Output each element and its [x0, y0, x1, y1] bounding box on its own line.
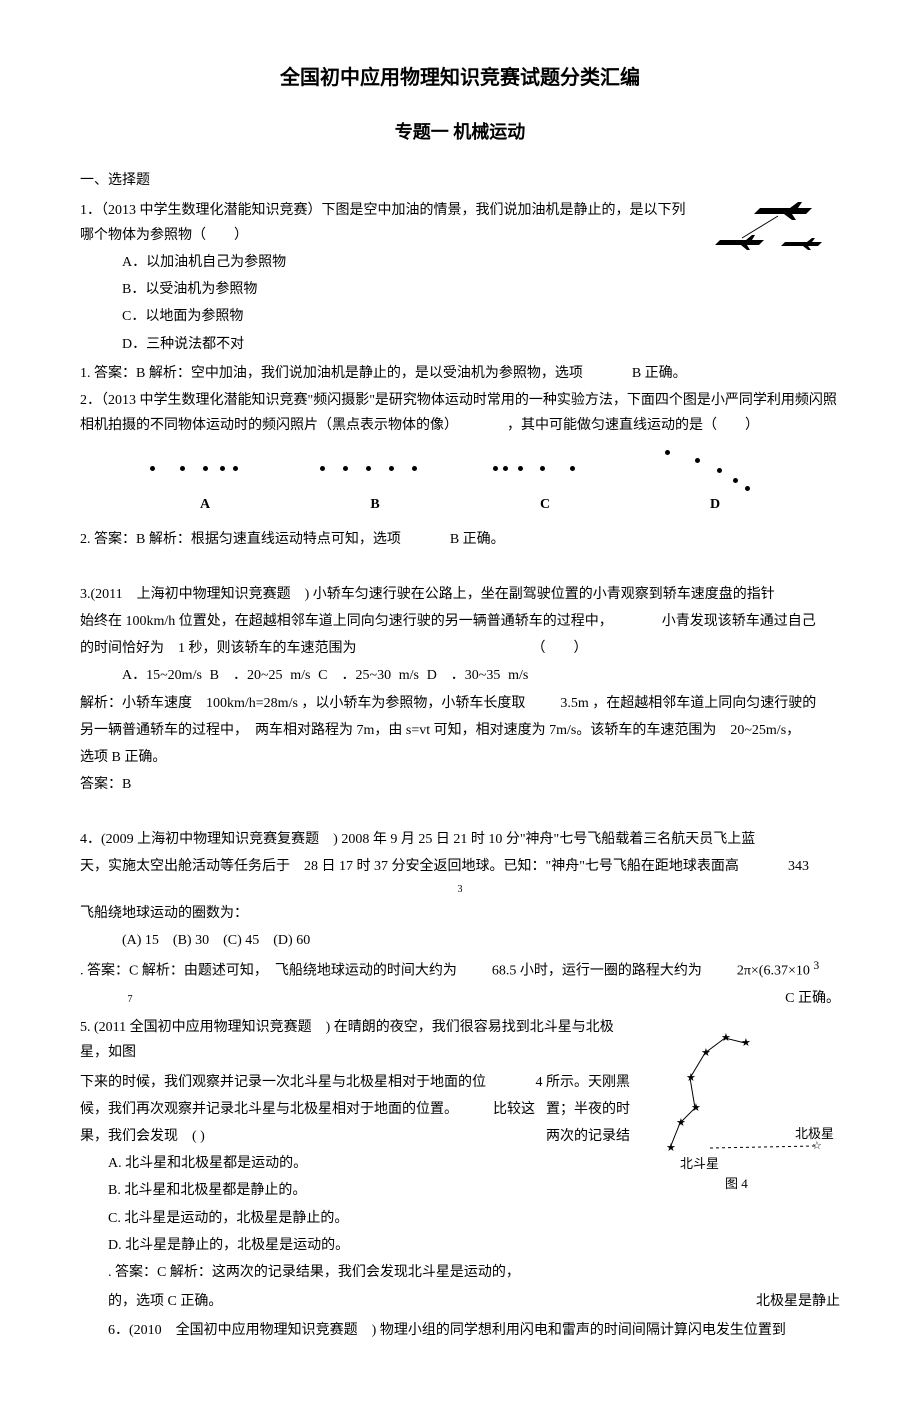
q5-row1: 下来的时候，我们观察并记录一次北斗星与北极星相对于地面的位 4 所示。天刚黑	[80, 1070, 630, 1095]
strobe-c	[485, 448, 605, 488]
page-subtitle: 专题一 机械运动	[80, 116, 840, 148]
q2-ans-tail: B 正确。	[450, 532, 505, 547]
q5-ans1: . 答案：C 解析：这两次的记录结果，我们会发现北斗星是运动的，	[80, 1260, 630, 1285]
stars-figure: ★ ★ ★ ★ ★ ★ ★ ☆ 北斗星 北极星 图 4	[640, 1013, 840, 1193]
q4-opts: (A) 15 (B) 30 (C) 45 (D) 60	[80, 928, 840, 953]
q5-opt-d: D. 北斗星是静止的，北极星是运动的。	[80, 1233, 630, 1258]
svg-text:★: ★	[676, 1117, 686, 1129]
svg-text:★: ★	[666, 1142, 676, 1154]
svg-text:☆: ☆	[812, 1140, 822, 1152]
q1-opt-c: C．以地面为参照物	[80, 304, 840, 329]
q1-ans-tail: B 正确。	[632, 366, 687, 381]
q3-stem2-b: 小青发现该轿车通过自己	[662, 614, 816, 629]
strobe-a	[145, 448, 265, 488]
q5-right3: 两次的记录结	[546, 1124, 630, 1149]
svg-text:★: ★	[691, 1102, 701, 1114]
q5-right2: 置；半夜的时	[546, 1097, 630, 1122]
q4-stem2-a: 天，实施太空出舱活动等任务后于 28 日 17 时 37 分安全返回地球。已知：…	[80, 859, 739, 874]
q3-opts: A．15~20m/s B ．20~25 m/s C ．25~30 m/s D ．…	[80, 663, 840, 688]
q3-exp1-b: 3.5m ，在超越相邻车道上同向匀速行驶的	[560, 696, 816, 711]
q4-ans-mid: 68.5 小时，运行一圈的路程大约为	[492, 964, 702, 979]
q1-opt-d: D．三种说法都不对	[80, 332, 840, 357]
q4-ans-a: . 答案：C 解析：由题述可知， 飞船绕地球运动的时间大约为	[80, 964, 457, 979]
q4-sup: 3	[80, 881, 840, 899]
q3-stem2-a: 始终在 100km/h 位置处，在超越相邻车道上同向匀速行驶的另一辆普通轿车的过…	[80, 614, 613, 629]
q4-ans: . 答案：C 解析：由题述可知， 飞船绕地球运动的时间大约为 68.5 小时，运…	[80, 955, 840, 984]
q4-stem3: 飞船绕地球运动的圈数为：	[80, 901, 840, 926]
q5-stem4: 果，我们会发现 ( )	[80, 1129, 205, 1144]
q3-stem3-paren: （ ）	[532, 641, 588, 656]
planes-figure	[700, 198, 840, 268]
q4-stem2-tail: 343	[788, 859, 809, 874]
q6-stem: 6．(2010 全国初中应用物理知识竞赛题 ) 物理小组的同学想利用闪电和雷声的…	[80, 1318, 840, 1343]
q2-answer: 2. 答案：B 解析：根据匀速直线运动特点可知，选项 B 正确。	[80, 527, 840, 552]
q5-opt-c: C. 北斗星是运动的，北极星是静止的。	[80, 1206, 630, 1231]
strobe-b	[315, 448, 435, 488]
q5-right-ans: 北极星是静止	[756, 1289, 840, 1314]
q1-opt-b: B．以受油机为参照物	[80, 277, 840, 302]
fig-beiji-label: 北极星	[795, 1126, 834, 1141]
strobe-d	[655, 448, 775, 488]
q5-ans-row: 的，选项 C 正确。 北极星是静止	[80, 1289, 840, 1314]
q3-stem1: 3.(2011 上海初中物理知识竞赛题 ) 小轿车匀速行驶在公路上，坐在副驾驶位…	[80, 582, 840, 607]
q4-stem1: 4．(2009 上海初中物理知识竞赛复赛题 ) 2008 年 9 月 25 日 …	[80, 827, 840, 852]
q4-tail-row: 7 C 正确。	[80, 986, 840, 1011]
q5-ans2: 的，选项 C 正确。	[108, 1294, 222, 1309]
svg-text:★: ★	[721, 1032, 731, 1044]
page-title: 全国初中应用物理知识竞赛试题分类汇编	[80, 60, 840, 96]
q3-stem2: 始终在 100km/h 位置处，在超越相邻车道上同向匀速行驶的另一辆普通轿车的过…	[80, 609, 840, 634]
strobe-labels: A B C D	[120, 492, 800, 517]
svg-text:★: ★	[686, 1072, 696, 1084]
q5-right1: 4 所示。天刚黑	[536, 1070, 631, 1095]
q3-exp3: 选项 B 正确。	[80, 745, 840, 770]
q3-stem3: 的时间恰好为 1 秒，则该轿车的车速范围为 （ ）	[80, 636, 840, 661]
fig-caption: 图 4	[725, 1176, 748, 1191]
svg-text:★: ★	[701, 1047, 711, 1059]
q5-stem3-mid: 比较这	[493, 1102, 535, 1117]
q3-ans: 答案：B	[80, 772, 840, 797]
q5-row3: 果，我们会发现 ( ) 两次的记录结	[80, 1124, 630, 1149]
strobe-figure	[120, 448, 800, 488]
label-d: D	[655, 492, 775, 517]
q2-stem: 2．（2013 中学生数理化潜能知识竞赛"频闪摄影"是研究物体运动时常用的一种实…	[80, 388, 840, 438]
section-heading: 一、选择题	[80, 168, 840, 193]
label-a: A	[145, 492, 265, 517]
q4-stem2: 天，实施太空出舱活动等任务后于 28 日 17 时 37 分安全返回地球。已知：…	[80, 854, 840, 879]
label-c: C	[485, 492, 605, 517]
q3-exp1: 解析：小轿车速度 100km/h=28m/s ，以小轿车为参照物，小轿车长度取 …	[80, 691, 840, 716]
q2-stem-tail: ，其中可能做匀速直线运动的是（ ）	[507, 418, 759, 433]
q5-stem2: 下来的时候，我们观察并记录一次北斗星与北极星相对于地面的位	[80, 1075, 486, 1090]
q4-sub7: 7	[80, 991, 180, 1009]
label-b: B	[315, 492, 435, 517]
q5-row2: 候，我们再次观察并记录北斗星与北极星相对于地面的位置。 比较这 置；半夜的时	[80, 1097, 630, 1122]
q1-ans-text: 1. 答案：B 解析：空中加油，我们说加油机是静止的，是以受油机为参照物，选项	[80, 366, 583, 381]
q4-ans-end: C 正确。	[785, 986, 840, 1011]
q3-exp2: 另一辆普通轿车的过程中， 两车相对路程为 7m，由 s=vt 可知，相对速度为 …	[80, 718, 840, 743]
q1-answer: 1. 答案：B 解析：空中加油，我们说加油机是静止的，是以受油机为参照物，选项 …	[80, 361, 840, 386]
q5-opt-a: A. 北斗星和北极星都是运动的。	[80, 1151, 630, 1176]
svg-text:★: ★	[741, 1037, 751, 1049]
q5-stem3: 候，我们再次观察并记录北斗星与北极星相对于地面的位置。	[80, 1102, 458, 1117]
q3-exp1-a: 解析：小轿车速度 100km/h=28m/s ，以小轿车为参照物，小轿车长度取	[80, 696, 525, 711]
q5-opt-b: B. 北斗星和北极星都是静止的。	[80, 1178, 630, 1203]
q3-stem3-a: 的时间恰好为 1 秒，则该轿车的车速范围为	[80, 641, 357, 656]
q2-ans-text: 2. 答案：B 解析：根据匀速直线运动特点可知，选项	[80, 532, 401, 547]
fig-beidou-label: 北斗星	[680, 1156, 719, 1171]
q4-ans-sup: 3	[813, 959, 819, 972]
q4-ans-tail: 2π×(6.37×10	[737, 964, 810, 979]
